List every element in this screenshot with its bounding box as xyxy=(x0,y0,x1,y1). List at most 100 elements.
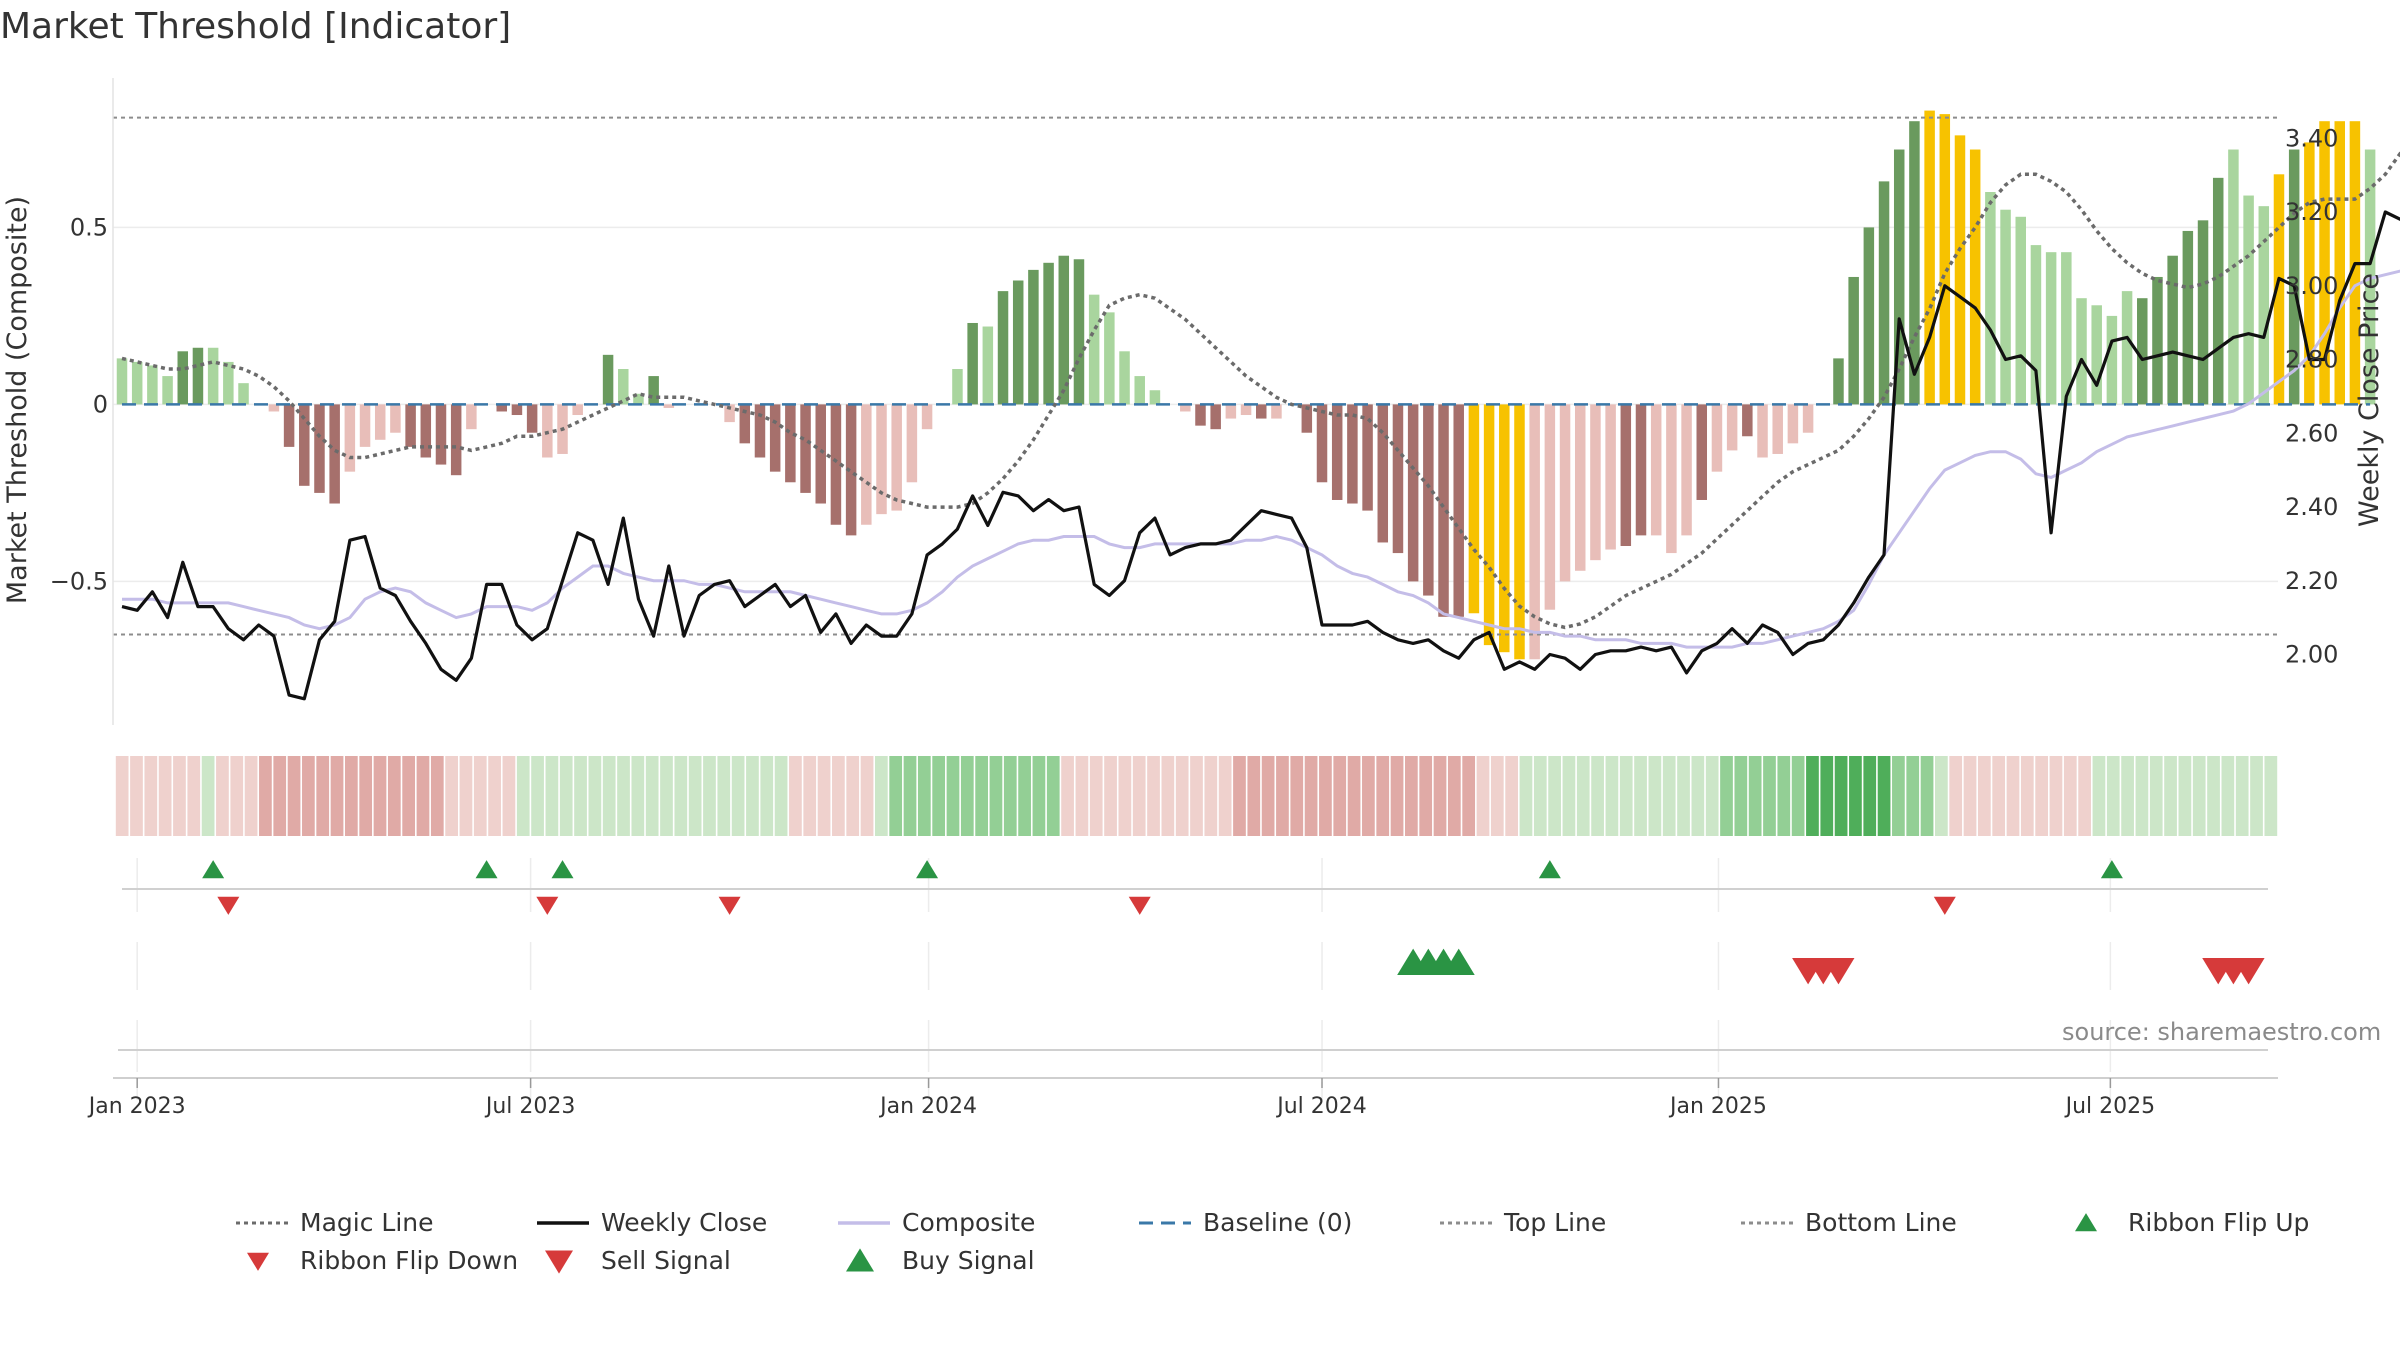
ribbon-cell xyxy=(1519,756,1533,836)
ribbon-cell xyxy=(1405,756,1418,836)
composite-bar xyxy=(2258,206,2270,405)
composite-bar xyxy=(2182,230,2194,405)
axes-layer: 0.5 0 −0.5 2.00 2.20 2.40 2.60 2.80 3.00 3.20 3.40… xyxy=(2,78,2385,725)
composite-bar xyxy=(1088,294,1100,405)
composite-bar xyxy=(2152,276,2163,405)
ribbon-cell xyxy=(531,756,544,836)
ribbon-cell xyxy=(216,756,229,836)
ribbon-cell xyxy=(631,756,645,836)
ribbon-cell xyxy=(2035,756,2049,836)
ribbon-cell xyxy=(2020,756,2034,836)
composite-bar xyxy=(1848,276,1859,405)
legend-label: Buy Signal xyxy=(902,1246,1035,1275)
ribbon-cell xyxy=(1820,756,1834,836)
composite-bar xyxy=(800,404,811,493)
ribbon-cell xyxy=(287,756,301,836)
composite-bar xyxy=(2106,315,2118,405)
ribbon-cell xyxy=(574,756,587,836)
ribbon-cell xyxy=(1562,756,1576,836)
ribbon-cell xyxy=(746,756,759,836)
composite-bar xyxy=(952,369,963,405)
ribbon-cell xyxy=(1877,756,1891,836)
ribbon-cell xyxy=(187,756,201,836)
composite-bar xyxy=(1195,404,1206,426)
composite-bar xyxy=(906,404,918,483)
ribbon-cell xyxy=(1276,756,1289,836)
ribbon-cell xyxy=(731,756,745,836)
composite-bar xyxy=(1726,404,1738,451)
legend-swatch xyxy=(838,1221,890,1225)
ribbon-cell xyxy=(917,756,931,836)
composite-bar xyxy=(466,404,477,430)
line-layer xyxy=(113,116,2400,701)
composite-bar xyxy=(572,404,583,416)
ribbon-cell xyxy=(1505,756,1519,836)
legend-label: Ribbon Flip Up xyxy=(2128,1208,2310,1237)
ribbon-cell xyxy=(359,756,373,836)
composite-bar xyxy=(1149,390,1161,405)
ribbon-flip-up-marker xyxy=(551,860,574,879)
ribbon-cell xyxy=(1175,756,1189,836)
ribbon-cell xyxy=(1791,756,1805,836)
composite-bar xyxy=(526,404,538,433)
composite-bar xyxy=(1028,269,1039,405)
ribbon-cell xyxy=(1290,756,1304,836)
ribbon-cell xyxy=(1462,756,1476,836)
composite-bar xyxy=(1742,404,1753,437)
ribbon-cell xyxy=(602,756,616,836)
y-right-tick-label: 3.40 xyxy=(2285,124,2338,152)
composite-bar xyxy=(1893,149,1905,405)
composite-bar xyxy=(344,404,356,472)
ribbon-cell xyxy=(860,756,874,836)
composite-bar xyxy=(739,404,751,444)
ribbon-cell xyxy=(2049,756,2063,836)
composite-bar xyxy=(1787,404,1799,444)
ribbon-cell xyxy=(717,756,731,836)
composite-bar xyxy=(1772,404,1783,454)
ribbon-cell xyxy=(1705,756,1719,836)
buy-signal-marker xyxy=(1442,948,1475,975)
composite-bar xyxy=(1878,181,1890,405)
legend-swatch xyxy=(2075,1213,2097,1232)
composite-bar xyxy=(785,404,796,483)
ribbon-cell xyxy=(1949,756,1963,836)
composite-bar xyxy=(2121,291,2133,405)
composite-bar xyxy=(2273,174,2285,405)
ribbon-cell xyxy=(1977,756,1991,836)
ribbon-flip-down-marker xyxy=(1128,896,1151,915)
ribbon-cell xyxy=(760,756,774,836)
ribbon-cell xyxy=(789,756,802,836)
composite-bar xyxy=(1423,404,1434,596)
ribbon-cell xyxy=(273,756,287,836)
ribbon-cell xyxy=(2207,756,2220,836)
composite-bar xyxy=(223,361,234,405)
ribbon-cell xyxy=(1261,756,1275,836)
x-tick-label: Jul 2024 xyxy=(1275,1094,1367,1119)
composite-bar xyxy=(2228,149,2239,405)
composite-bar xyxy=(116,358,128,405)
composite-bar xyxy=(1605,404,1616,550)
composite-bar xyxy=(1909,121,1920,405)
y-right-tick-label: 2.40 xyxy=(2285,493,2338,521)
ribbon-cell xyxy=(502,756,516,836)
signals-layer xyxy=(118,860,2268,1051)
composite-bar xyxy=(997,291,1009,405)
ribbon-cell xyxy=(2178,756,2192,836)
composite-bar xyxy=(1377,404,1389,543)
y-tick-label: 0 xyxy=(93,390,108,418)
ribbon-flip-down-marker xyxy=(1933,896,1956,915)
ribbon-cell xyxy=(330,756,344,836)
ribbon-cell xyxy=(1003,756,1017,836)
composite-bar xyxy=(830,404,842,525)
ribbon-cell xyxy=(703,756,716,836)
ribbon-cell xyxy=(1061,756,1074,836)
composite-bar xyxy=(2243,195,2254,405)
ribbon-cell xyxy=(1161,756,1175,836)
ribbon-cell xyxy=(588,756,602,836)
composite-bar xyxy=(1256,404,1267,419)
ribbon-cell xyxy=(1619,756,1633,836)
composite-bar xyxy=(374,404,386,440)
composite-bar xyxy=(268,404,280,412)
ribbon-cell xyxy=(516,756,530,836)
composite-bar xyxy=(329,404,340,504)
